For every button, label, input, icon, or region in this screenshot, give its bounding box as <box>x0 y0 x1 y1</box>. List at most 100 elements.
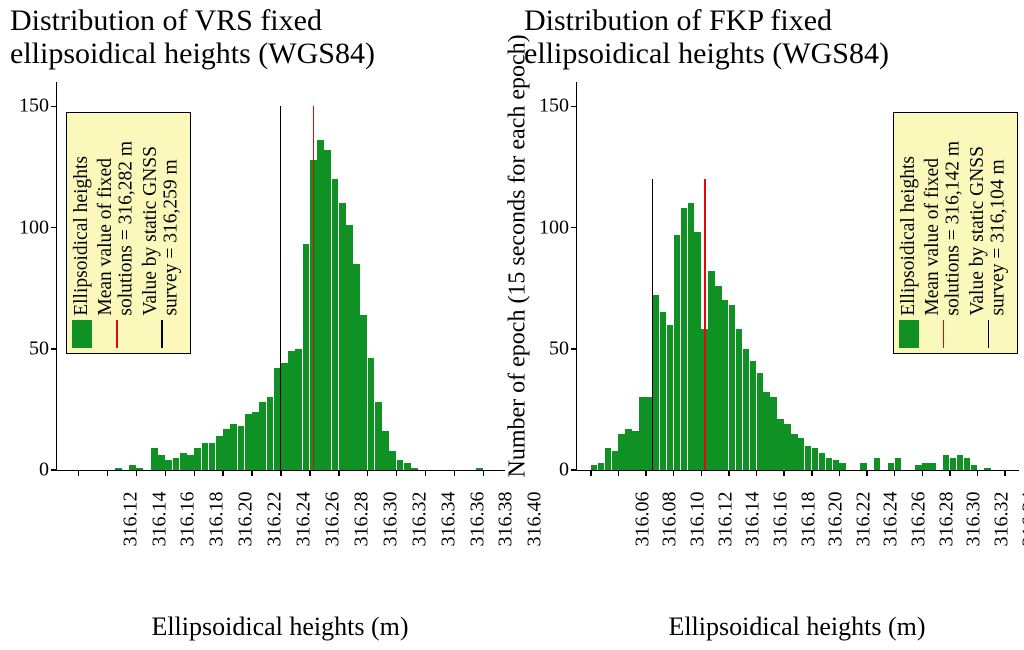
histogram-bar <box>660 312 666 470</box>
xtick-mark <box>590 470 592 476</box>
chart-title: Distribution of VRS fixed ellipsoidical … <box>10 4 375 70</box>
histogram-bar <box>922 463 928 470</box>
figure: Distribution of VRS fixed ellipsoidical … <box>0 0 1024 650</box>
histogram-bar <box>653 295 659 470</box>
histogram-bar <box>295 349 302 470</box>
ytick-label: 100 <box>19 216 57 239</box>
legend-item: Ellipsoidical heights <box>899 118 919 348</box>
xtick-label: 316.12 <box>714 492 737 547</box>
legend-item: Value by static GNSS survey = 316,259 m <box>141 118 182 348</box>
xtick-label: 316.30 <box>963 492 986 547</box>
xtick-mark <box>78 470 80 476</box>
histogram-bar <box>288 351 295 470</box>
xtick-label: 316.12 <box>119 492 142 547</box>
legend: Ellipsoidical heightsMean value of fixed… <box>66 112 191 354</box>
histogram-bar <box>281 363 288 470</box>
xtick-label: 316.28 <box>350 492 373 547</box>
histogram-bar <box>694 232 700 470</box>
xtick-label: 316.20 <box>825 492 848 547</box>
histogram-bar <box>209 443 216 470</box>
xtick-label: 316.22 <box>852 492 875 547</box>
xtick-mark <box>894 470 896 476</box>
histogram-bar <box>165 460 172 470</box>
histogram-bar <box>798 438 804 470</box>
histogram-bar <box>874 458 880 470</box>
histogram-bar <box>591 465 597 470</box>
xtick-mark <box>783 470 785 476</box>
xtick-mark <box>839 470 841 476</box>
legend-swatch <box>116 320 118 348</box>
histogram-bar <box>115 468 122 470</box>
xtick-mark <box>701 470 703 476</box>
xtick-label: 316.24 <box>880 492 903 547</box>
xtick-label: 316.06 <box>631 492 654 547</box>
histogram-bar <box>736 329 742 470</box>
xtick-mark <box>454 470 456 476</box>
xtick-label: 316.32 <box>990 492 1013 547</box>
xtick-label: 316.26 <box>908 492 931 547</box>
ytick-label: 0 <box>39 459 57 482</box>
xtick-mark <box>1004 470 1006 476</box>
histogram-bar <box>819 453 825 470</box>
histogram-bar <box>368 358 375 470</box>
legend-swatch <box>161 320 163 348</box>
histogram-bar <box>805 446 811 470</box>
xtick-mark <box>136 470 138 476</box>
xtick-mark <box>866 470 868 476</box>
histogram-bar <box>230 424 237 470</box>
histogram-bar <box>238 426 245 470</box>
histogram-bar <box>681 208 687 470</box>
histogram-bar <box>303 244 310 470</box>
ytick-label: 150 <box>19 95 57 118</box>
histogram-bar <box>770 397 776 470</box>
legend-swatch <box>988 320 990 348</box>
histogram-bar <box>259 402 266 470</box>
histogram-bar <box>216 436 223 470</box>
histogram-bar <box>729 305 735 470</box>
histogram-bar <box>625 429 631 470</box>
histogram-bar <box>888 463 894 470</box>
histogram-bar <box>267 397 274 470</box>
xtick-mark <box>425 470 427 476</box>
histogram-bar <box>950 458 956 470</box>
legend-text: Mean value of fixed solutions = 316,282 … <box>96 141 137 316</box>
histogram-bar <box>339 203 346 470</box>
histogram-bar <box>397 460 404 470</box>
legend: Ellipsoidical heightsMean value of fixed… <box>893 112 1018 354</box>
xtick-mark <box>367 470 369 476</box>
histogram-bar <box>674 235 680 470</box>
xtick-label: 316.34 <box>1018 492 1024 547</box>
histogram-bar <box>375 402 382 470</box>
xtick-mark <box>396 470 398 476</box>
histogram-bar <box>411 468 418 470</box>
histogram-bar <box>187 455 194 470</box>
xtick-mark <box>756 470 758 476</box>
histogram-bar <box>598 463 604 470</box>
legend-item: Mean value of fixed solutions = 316,142 … <box>923 118 964 348</box>
legend-text: Value by static GNSS survey = 316,104 m <box>968 146 1009 316</box>
histogram-bar <box>332 179 339 470</box>
ytick-label: 50 <box>29 337 57 360</box>
histogram-bar <box>750 361 756 470</box>
histogram-bar <box>194 448 201 470</box>
xtick-mark <box>483 470 485 476</box>
legend-swatch <box>899 320 919 348</box>
histogram-bar <box>202 443 209 470</box>
histogram-bar <box>929 463 935 470</box>
histogram-bar <box>777 419 783 470</box>
histogram-bar <box>964 458 970 470</box>
chart-title: Distribution of FKP fixed ellipsoidical … <box>524 4 889 70</box>
histogram-bar <box>957 455 963 470</box>
xtick-mark <box>618 470 620 476</box>
histogram-bar <box>895 458 901 470</box>
histogram-bar <box>715 286 721 470</box>
panel-vrs: Distribution of VRS fixed ellipsoidical … <box>0 0 510 650</box>
histogram-bar <box>743 349 749 470</box>
histogram-bar <box>136 468 143 470</box>
legend-item: Ellipsoidical heights <box>72 118 92 348</box>
histogram-bar <box>688 203 694 470</box>
xtick-label: 316.24 <box>293 492 316 547</box>
xtick-label: 316.26 <box>322 492 345 547</box>
histogram-bar <box>605 448 611 470</box>
xtick-mark <box>107 470 109 476</box>
